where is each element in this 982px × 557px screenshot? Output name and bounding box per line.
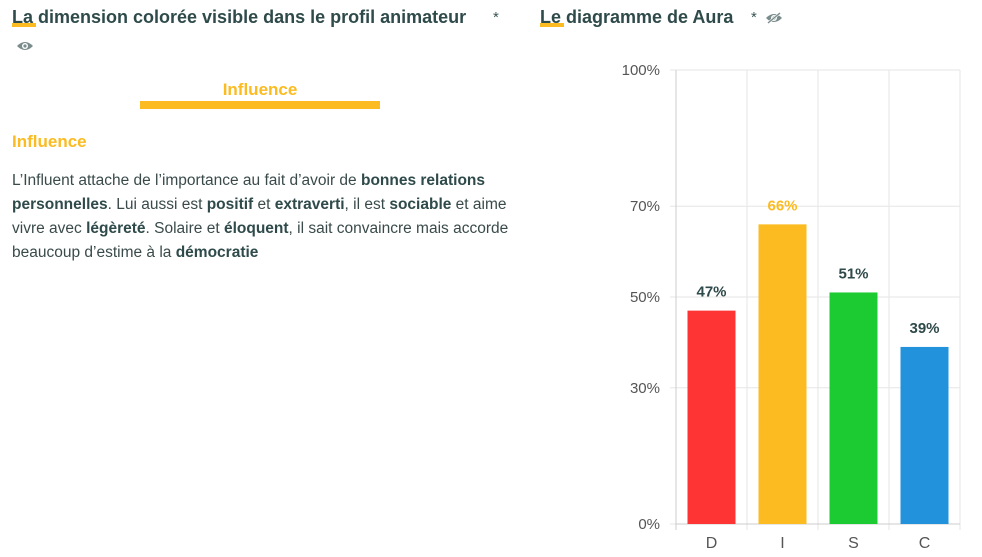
- description-text: , il est: [344, 196, 390, 213]
- description-text: L’Influent attache de l’importance au fa…: [12, 172, 361, 189]
- y-tick-label: 100%: [622, 62, 660, 79]
- right-title-underline: [540, 23, 564, 27]
- description-keyword: bonnes relations personnelles: [12, 172, 486, 213]
- right-required-asterisk: *: [751, 9, 757, 26]
- description-text: , il sait convaincre mais accorde beauco…: [12, 220, 509, 261]
- y-tick-label: 70%: [630, 198, 660, 215]
- bar-value-label: 51%: [838, 265, 868, 282]
- left-panel-title: La dimension colorée visible dans le pro…: [12, 7, 467, 27]
- dimension-label: Influence: [222, 80, 298, 99]
- description-keyword: démocratie: [175, 244, 259, 261]
- bar-value-label: 39%: [909, 320, 939, 337]
- description-keyword: extraverti: [274, 196, 345, 213]
- description-keyword: sociable: [389, 196, 452, 213]
- description-text: . Lui aussi est: [107, 196, 207, 213]
- y-tick-label: 0%: [638, 516, 660, 533]
- bar-value-label: 47%: [696, 284, 726, 301]
- bar-D: [687, 310, 736, 524]
- left-title-underline: [12, 23, 36, 27]
- description-text: . Solaire et: [145, 220, 224, 237]
- description-text: et: [253, 196, 275, 213]
- description-text: et aime vivre avec: [12, 196, 507, 237]
- x-tick-label: I: [780, 535, 784, 552]
- x-tick-label: S: [848, 535, 859, 552]
- bar-C: [900, 346, 949, 524]
- x-tick-label: D: [706, 535, 718, 552]
- bar-S: [829, 292, 878, 524]
- eye-icon[interactable]: [16, 40, 34, 52]
- description-keyword: légèreté: [86, 220, 146, 237]
- description-keyword: positif: [206, 196, 254, 213]
- y-tick-label: 30%: [630, 380, 660, 397]
- right-panel-title: Le diagramme de Aura: [540, 7, 734, 27]
- aura-bar-chart: 0% 30% 50% 70% 100% 47% D 66% I 51% S 39% C: [622, 62, 961, 552]
- bar-value-label: 66%: [767, 197, 797, 214]
- section-heading: Influence: [12, 132, 87, 151]
- bar-I: [758, 224, 807, 525]
- eye-off-icon[interactable]: [765, 12, 783, 24]
- x-tick-label: C: [919, 535, 931, 552]
- left-required-asterisk: *: [493, 9, 499, 26]
- dimension-color-bar: [140, 101, 380, 109]
- dimension-description: L’Influent attache de l’importance au fa…: [12, 169, 512, 265]
- description-keyword: éloquent: [223, 220, 289, 237]
- y-tick-label: 50%: [630, 289, 660, 306]
